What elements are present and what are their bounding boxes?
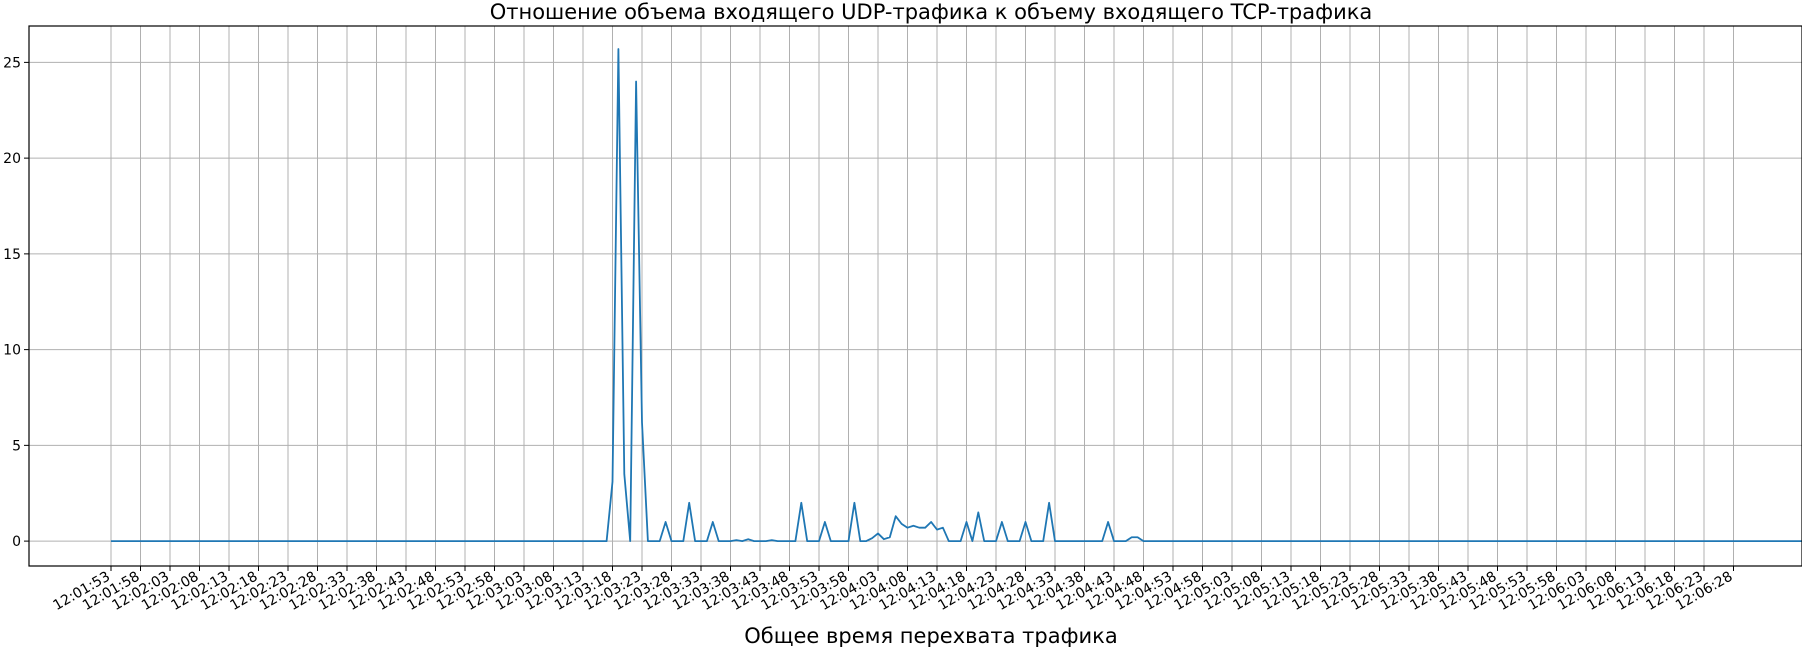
grid <box>29 26 1802 566</box>
series-line-0 <box>111 48 1802 543</box>
series-layer <box>111 48 1802 543</box>
y-tick-label: 15 <box>3 247 21 263</box>
chart-title: Отношение объема входящего UDP-трафика к… <box>490 0 1373 24</box>
y-tick-label: 20 <box>3 151 21 167</box>
y-tick-label: 25 <box>3 55 21 71</box>
x-axis-label: Общее время перехвата трафика <box>744 624 1118 647</box>
plot-frame <box>28 25 1802 567</box>
y-axis: 0 5 10 15 20 25 <box>3 55 29 550</box>
y-tick-label: 5 <box>12 438 21 454</box>
x-axis: 12:01:5312:01:5812:02:0312:02:0812:02:13… <box>51 566 1736 614</box>
y-tick-label: 10 <box>3 343 21 359</box>
y-tick-label: 0 <box>12 534 21 550</box>
